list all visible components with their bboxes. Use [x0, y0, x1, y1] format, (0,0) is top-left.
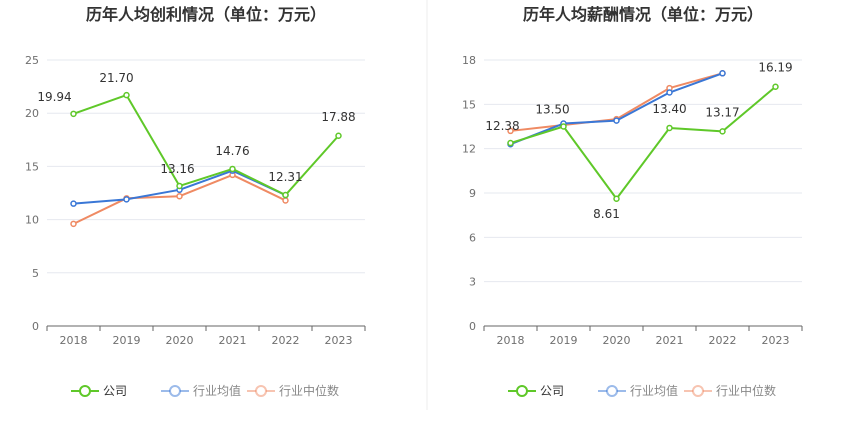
- x-tick-label: 2022: [272, 334, 300, 347]
- data-label: 13.17: [705, 105, 739, 119]
- data-point[interactable]: [70, 110, 77, 118]
- y-tick-label: 6: [469, 231, 476, 244]
- data-point[interactable]: [772, 83, 779, 90]
- x-tick-label: 2021: [219, 334, 247, 347]
- legend: 公司 行业均值 行业中位数: [508, 383, 776, 398]
- x-tick-label: 2019: [550, 334, 578, 347]
- y-tick-label: 10: [25, 214, 39, 227]
- legend-label: 行业均值: [193, 383, 241, 398]
- chart-panel-1: 历年人均创利情况（单位：万元） 0 5 10 15 20 25 2018 2019 2020 202…: [25, 5, 366, 398]
- legend-label: 行业中位数: [279, 383, 339, 398]
- data-point[interactable]: [666, 124, 673, 132]
- data-point[interactable]: [335, 132, 342, 140]
- data-label: 17.88: [321, 110, 355, 124]
- legend-marker: [692, 385, 704, 397]
- data-point[interactable]: [507, 127, 514, 135]
- data-point[interactable]: [666, 89, 673, 96]
- x-tick-label: 2022: [709, 334, 737, 347]
- legend-marker: [516, 385, 528, 397]
- data-point[interactable]: [613, 195, 620, 203]
- data-label: 21.70: [99, 71, 133, 85]
- legend-marker: [79, 385, 91, 397]
- y-tick-label: 25: [25, 54, 39, 67]
- legend-item-industry-median[interactable]: 行业中位数: [247, 383, 339, 398]
- data-label: 12.38: [485, 119, 519, 133]
- data-point[interactable]: [70, 200, 77, 207]
- data-label: 13.16: [160, 162, 194, 176]
- legend-item-industry-avg[interactable]: 行业均值: [161, 383, 241, 398]
- series-company: 19.94 21.70 13.16 14.76 12.31 17.88: [37, 71, 356, 199]
- legend-marker: [255, 385, 267, 397]
- data-label: 13.40: [652, 102, 686, 116]
- data-label: 8.61: [593, 207, 620, 221]
- legend-item-company[interactable]: 公司: [71, 384, 127, 398]
- y-tick-label: 5: [32, 267, 39, 280]
- legend-label: 公司: [540, 384, 564, 398]
- data-point[interactable]: [282, 197, 289, 204]
- chart-title: 历年人均薪酬情况（单位：万元）: [523, 5, 763, 24]
- x-tick-label: 2021: [656, 334, 684, 347]
- legend-item-industry-median[interactable]: 行业中位数: [684, 383, 776, 398]
- data-label: 13.50: [535, 103, 569, 117]
- data-point[interactable]: [719, 70, 726, 77]
- x-tick-label: 2023: [762, 334, 790, 347]
- y-tick-label: 18: [462, 54, 476, 67]
- data-point[interactable]: [176, 182, 183, 190]
- series-company: 12.38 13.50 8.61 13.40 13.17 16.19: [485, 61, 792, 221]
- x-tick-label: 2018: [497, 334, 525, 347]
- x-tick-label: 2023: [325, 334, 353, 347]
- legend-marker: [606, 385, 618, 397]
- data-point[interactable]: [123, 91, 130, 99]
- y-tick-label: 15: [25, 160, 39, 173]
- series-line: [73, 94, 340, 197]
- data-point[interactable]: [560, 123, 567, 130]
- gridlines: [47, 59, 365, 274]
- data-point[interactable]: [70, 220, 77, 228]
- legend-marker: [169, 385, 181, 397]
- legend-item-industry-avg[interactable]: 行业均值: [598, 383, 678, 398]
- y-tick-label: 12: [462, 143, 476, 156]
- data-point[interactable]: [176, 192, 183, 200]
- legend: 公司 行业均值 行业中位数: [71, 383, 339, 398]
- y-tick-label: 15: [462, 98, 476, 111]
- y-tick-label: 20: [25, 107, 39, 120]
- y-tick-label: 9: [469, 187, 476, 200]
- data-point[interactable]: [613, 117, 620, 124]
- series-line: [510, 85, 777, 200]
- legend-label: 行业均值: [630, 383, 678, 398]
- data-point[interactable]: [282, 191, 289, 199]
- data-point[interactable]: [123, 196, 130, 203]
- data-label: 12.31: [268, 170, 302, 184]
- y-tick-label: 3: [469, 276, 476, 289]
- x-tick-label: 2019: [113, 334, 141, 347]
- y-tick-label: 0: [32, 320, 39, 333]
- x-tick-label: 2020: [603, 334, 631, 347]
- series-industry-median: [70, 171, 289, 228]
- data-point[interactable]: [229, 165, 236, 173]
- x-tick-label: 2018: [60, 334, 88, 347]
- data-label: 14.76: [215, 144, 249, 158]
- data-label: 16.19: [758, 61, 792, 75]
- x-tick-label: 2020: [166, 334, 194, 347]
- legend-item-company[interactable]: 公司: [508, 384, 564, 398]
- y-tick-label: 0: [469, 320, 476, 333]
- legend-label: 公司: [103, 384, 127, 398]
- chart-title: 历年人均创利情况（单位：万元）: [86, 5, 326, 24]
- chart-panel-2: 历年人均薪酬情况（单位：万元） 0 3 6 9 12 15 18 2018 2019 2020 202…: [462, 5, 803, 398]
- legend-label: 行业中位数: [716, 383, 776, 398]
- data-label: 19.94: [37, 90, 71, 104]
- data-point[interactable]: [507, 139, 514, 147]
- gridlines: [484, 59, 802, 283]
- data-point[interactable]: [719, 128, 726, 135]
